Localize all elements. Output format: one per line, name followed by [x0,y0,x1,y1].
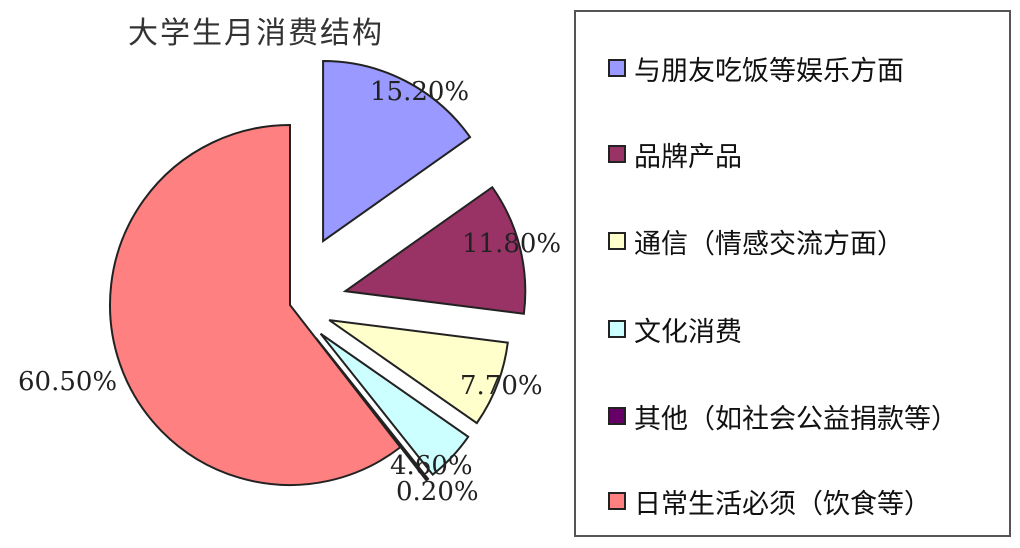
legend-label: 文化消费 [634,316,742,348]
chart-title: 大学生月消费结构 [128,16,384,51]
slice-value-label: 0.20% [396,477,479,507]
chart-legend: 与朋友吃饭等娱乐方面 品牌产品 通信（情感交流方面） 文化消费 其他（如社会公益… [574,10,1011,537]
pie-slice [322,60,472,243]
slice-value-label: 4.60% [390,451,473,481]
legend-swatch [608,320,626,338]
legend-swatch [608,145,626,163]
legend-label: 通信（情感交流方面） [634,228,904,260]
legend-label: 日常生活必须（饮食等） [634,488,931,520]
legend-label: 与朋友吃饭等娱乐方面 [634,55,904,87]
legend-swatch [608,492,626,510]
pie-slice [319,332,470,476]
legend-swatch [608,407,626,425]
legend-item: 其他（如社会公益捐款等） [608,396,958,436]
legend-item: 品牌产品 [608,134,742,174]
slice-value-label: 7.70% [460,371,543,401]
pie-slice [109,123,402,486]
legend-item: 日常生活必须（饮食等） [608,481,931,521]
legend-swatch [608,59,626,77]
legend-item: 通信（情感交流方面） [608,221,904,261]
legend-swatch [608,232,626,250]
legend-item: 文化消费 [608,309,742,349]
legend-label: 品牌产品 [634,141,742,173]
slice-value-label: 15.20% [370,77,469,107]
slice-value-label: 11.80% [462,229,561,259]
pie-slice [328,319,509,425]
pie-slice [342,185,527,315]
slice-value-label: 60.50% [18,367,117,397]
legend-item: 与朋友吃饭等娱乐方面 [608,48,904,88]
legend-label: 其他（如社会公益捐款等） [634,403,958,435]
